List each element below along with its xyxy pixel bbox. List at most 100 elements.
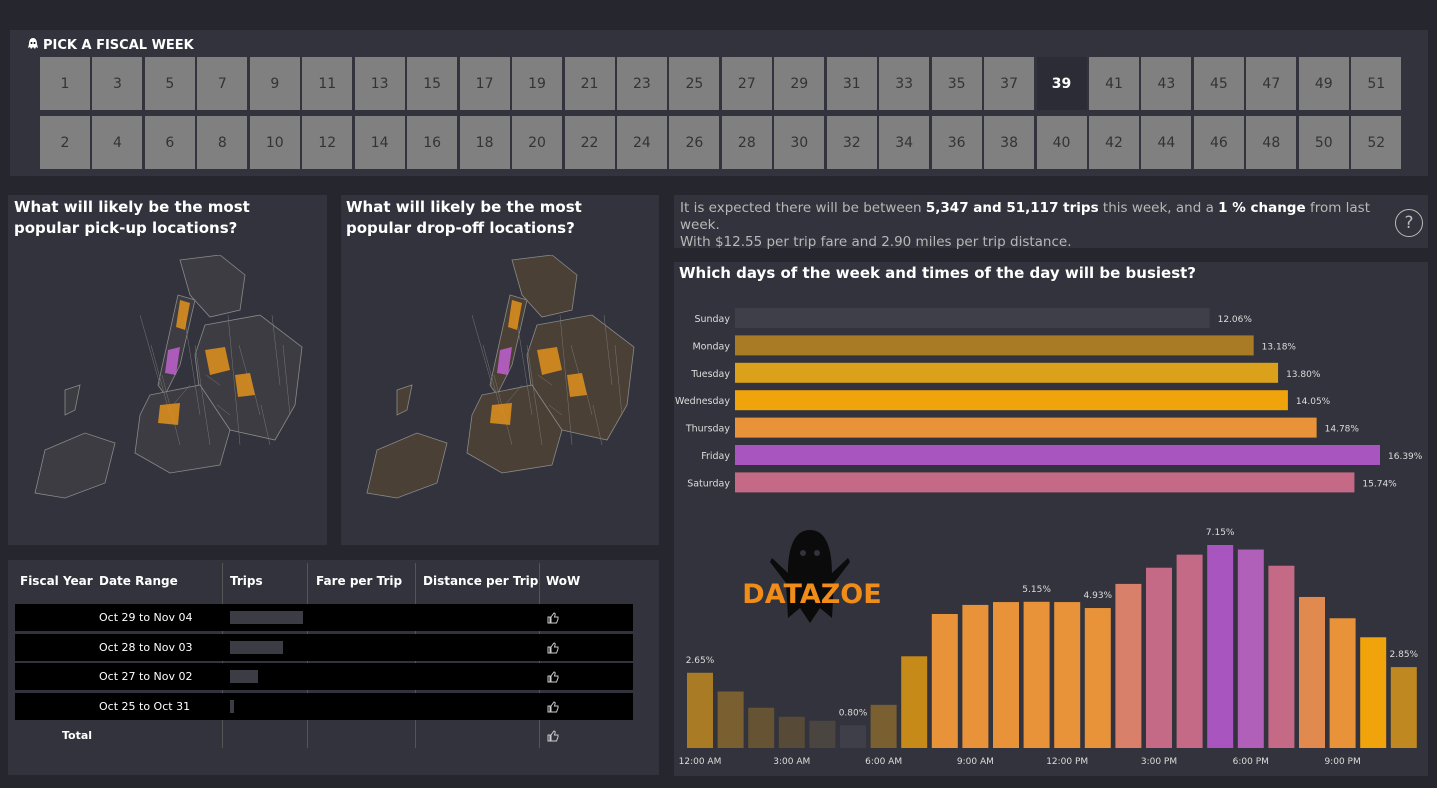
week-button[interactable]: 33	[879, 57, 930, 110]
x-tick-label: 9:00 AM	[957, 757, 994, 767]
ghost-logo	[770, 530, 850, 623]
week-button[interactable]: 34	[879, 116, 930, 169]
week-button[interactable]: 14	[354, 116, 405, 169]
trips-range: 5,347 and 51,117 trips	[925, 200, 1099, 216]
week-button[interactable]: 24	[616, 116, 667, 169]
bar	[735, 308, 1210, 328]
week-button[interactable]: 39	[1036, 57, 1087, 110]
week-button[interactable]: 48	[1246, 116, 1297, 169]
week-button[interactable]: 29	[774, 57, 825, 110]
chart-title: Which days of the week and times of the …	[679, 264, 1197, 282]
bar	[1176, 554, 1203, 748]
total-label: Total	[62, 729, 93, 742]
week-button[interactable]: 43	[1141, 57, 1192, 110]
week-button[interactable]: 31	[826, 57, 877, 110]
week-button[interactable]: 36	[931, 116, 982, 169]
week-button[interactable]: 6	[144, 116, 195, 169]
day-chart: Sunday 12.06% Monday 13.18% Tuesday 13.80% Wed…	[675, 308, 1423, 493]
week-button[interactable]: 17	[459, 57, 510, 110]
week-button[interactable]: 7	[197, 57, 248, 110]
value-label: 13.18%	[1262, 342, 1297, 352]
week-button[interactable]: 26	[669, 116, 720, 169]
category-label: Monday	[692, 341, 730, 352]
x-tick-label: 12:00 PM	[1046, 757, 1088, 767]
week-button[interactable]: 41	[1089, 57, 1139, 110]
zone-border	[504, 384, 523, 406]
category-label: Thursday	[685, 424, 731, 435]
thumb-icon	[547, 730, 559, 742]
week-button[interactable]: 3	[92, 57, 143, 110]
week-button[interactable]: 25	[669, 57, 720, 110]
week-button[interactable]: 15	[407, 57, 458, 110]
zone-border	[559, 314, 573, 446]
week-button[interactable]: 40	[1036, 116, 1087, 169]
week-button[interactable]: 32	[826, 116, 877, 169]
week-button[interactable]: 16	[407, 116, 458, 169]
text: With $12.55 per trip fare and 2.90 miles…	[680, 234, 1072, 250]
week-button[interactable]: 18	[459, 116, 510, 169]
week-button[interactable]: 47	[1246, 57, 1297, 110]
week-button[interactable]: 35	[931, 57, 982, 110]
week-button[interactable]: 20	[512, 116, 563, 169]
week-button[interactable]: 50	[1298, 116, 1349, 169]
week-button[interactable]: 27	[721, 57, 772, 110]
hot-zone	[567, 373, 587, 397]
week-button[interactable]: 1	[40, 57, 90, 110]
table-row	[15, 663, 633, 690]
week-button[interactable]: 46	[1193, 116, 1244, 169]
zone-border	[194, 344, 211, 446]
column-header: WoW	[546, 574, 581, 588]
value-label: 4.93%	[1084, 591, 1113, 601]
summary-text: It is expected there will be between 5,3…	[680, 200, 1370, 251]
week-button[interactable]: 51	[1351, 57, 1402, 110]
trips-bar	[230, 641, 284, 654]
bar	[778, 716, 805, 748]
bar	[1237, 549, 1264, 748]
table-row	[15, 693, 633, 720]
ghost-icon	[28, 38, 38, 49]
category-label: Tuesday	[690, 369, 730, 380]
value-label: 15.74%	[1362, 479, 1397, 489]
bar	[735, 390, 1288, 411]
zone-border	[526, 344, 543, 446]
week-button[interactable]: 45	[1193, 57, 1244, 110]
week-button[interactable]: 13	[354, 57, 405, 110]
column-header: Fiscal Year	[20, 574, 93, 588]
bar	[1360, 637, 1387, 748]
help-icon[interactable]: ?	[1395, 209, 1423, 237]
week-button[interactable]: 5	[144, 57, 195, 110]
hot-zone	[537, 347, 562, 375]
week-button[interactable]: 12	[302, 116, 353, 169]
trips-bar	[230, 611, 303, 624]
category-label: Wednesday	[675, 396, 730, 407]
trips-bar	[230, 670, 259, 683]
week-button[interactable]: 21	[564, 57, 615, 110]
week-button[interactable]: 4	[92, 116, 143, 169]
week-button[interactable]: 8	[197, 116, 248, 169]
week-button[interactable]: 44	[1141, 116, 1192, 169]
week-button[interactable]: 22	[564, 116, 615, 169]
week-button[interactable]: 28	[721, 116, 772, 169]
week-button[interactable]: 11	[302, 57, 353, 110]
week-button[interactable]: 30	[774, 116, 825, 169]
week-button[interactable]: 10	[249, 116, 300, 169]
zone-border	[537, 374, 553, 386]
week-button[interactable]: 2	[40, 116, 90, 169]
zone-border	[139, 314, 161, 386]
week-button[interactable]: 49	[1298, 57, 1349, 110]
week-button[interactable]: 52	[1351, 116, 1402, 169]
week-button[interactable]: 37	[984, 57, 1035, 110]
category-label: Sunday	[694, 314, 730, 325]
week-picker-title: PICK A FISCAL WEEK	[43, 38, 194, 53]
week-button[interactable]: 23	[616, 57, 667, 110]
week-button[interactable]: 19	[512, 57, 563, 110]
zone-border	[482, 344, 503, 416]
thumb-icon	[547, 642, 559, 654]
borough	[396, 384, 413, 416]
week-button[interactable]: 9	[249, 57, 300, 110]
week-button[interactable]: 42	[1089, 116, 1139, 169]
week-button[interactable]: 38	[984, 116, 1035, 169]
borough	[489, 294, 528, 396]
borough	[157, 294, 196, 396]
